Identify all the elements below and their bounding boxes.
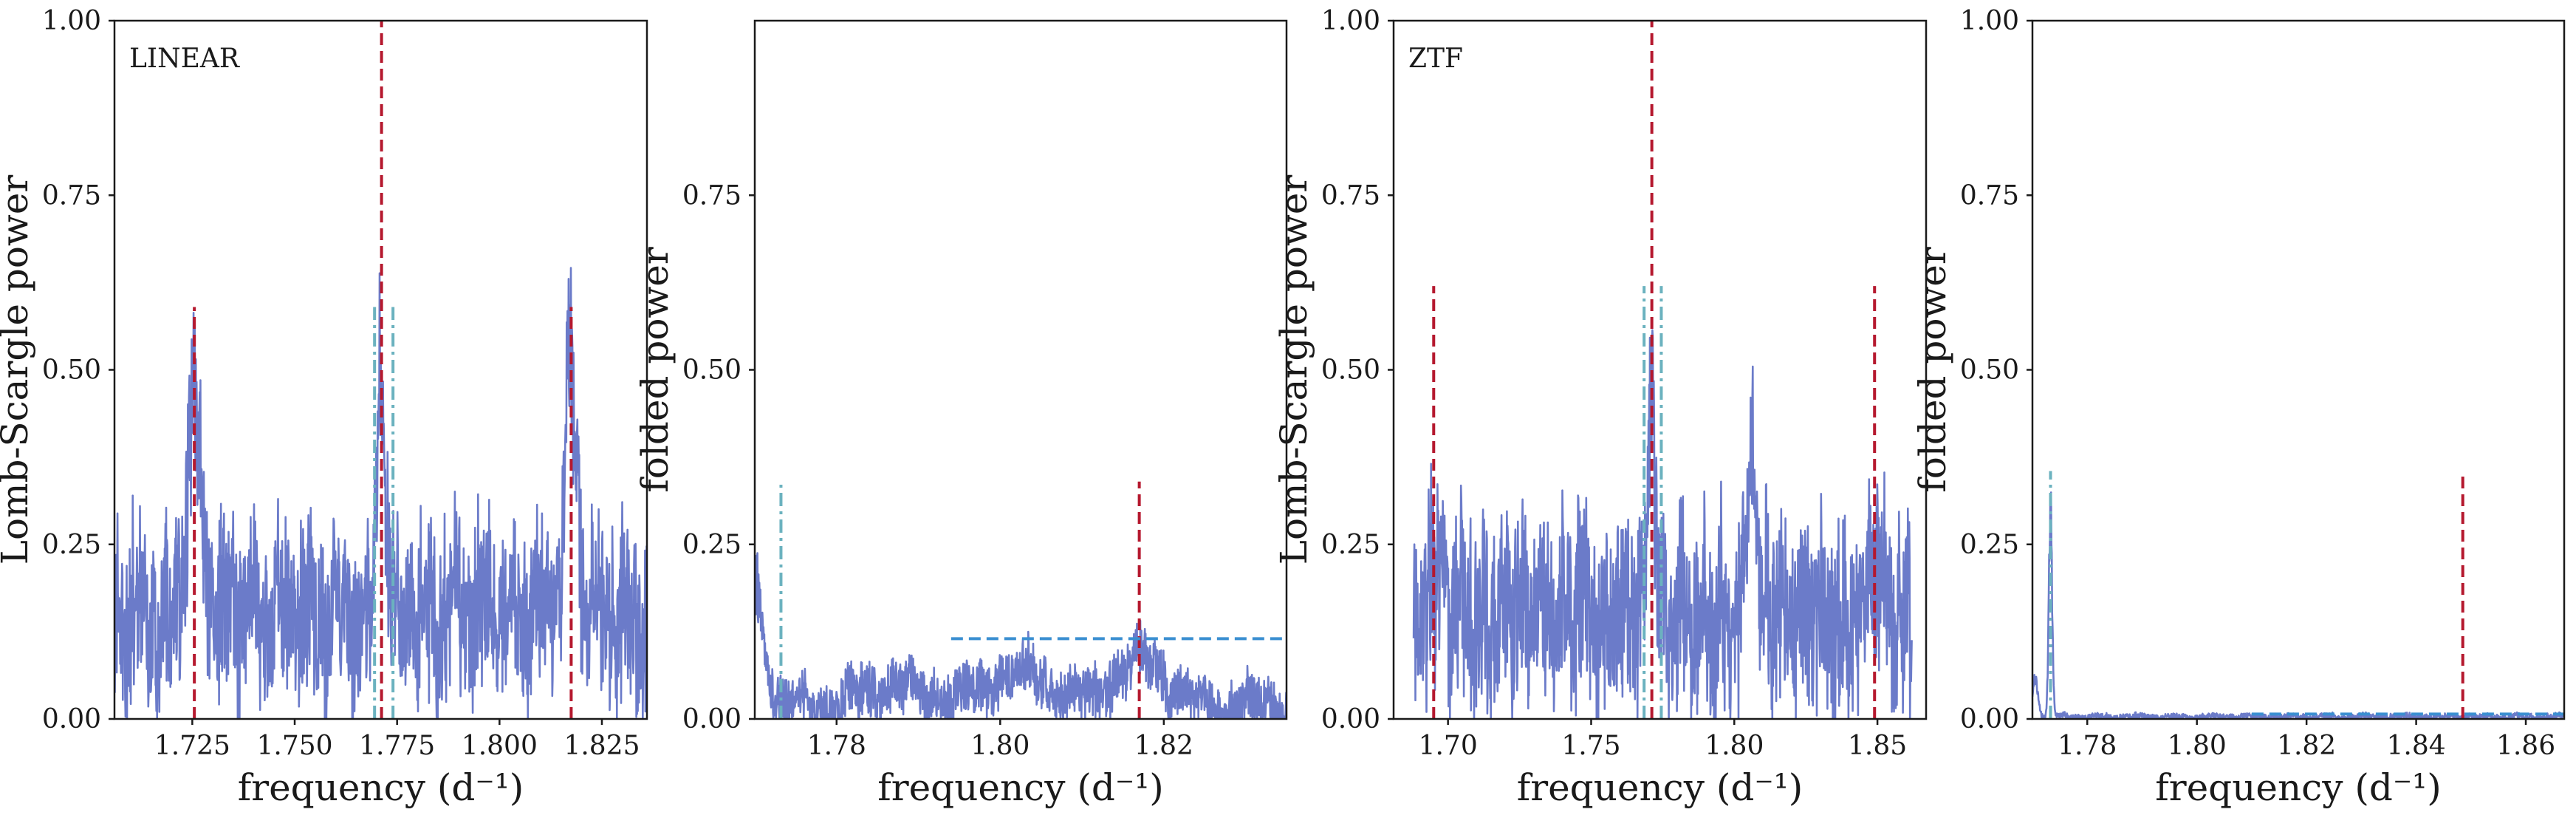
y-tick-label: 0.00 <box>1960 704 2019 734</box>
x-tick-label: 1.80 <box>1705 731 1764 761</box>
x-axis-label: frequency (d⁻¹) <box>877 766 1164 809</box>
x-tick-label: 1.750 <box>256 731 332 761</box>
y-axis-label: Lomb-Scargle power <box>0 175 36 565</box>
x-tick-label: 1.84 <box>2387 731 2446 761</box>
periodogram-line <box>755 552 1287 719</box>
y-axis-label: folded power <box>634 247 676 493</box>
y-tick-label: 0.75 <box>1321 180 1380 211</box>
panel-1: 1.725 1.750 1.775 1.800 1.825 0.00 0.25 0.50 0.7… <box>0 6 648 809</box>
x-axis-label: frequency (d⁻¹) <box>2155 766 2442 809</box>
x-tick-label: 1.85 <box>1848 731 1907 761</box>
x-tick-label: 1.80 <box>970 731 1030 761</box>
axes-frame <box>2031 19 2566 720</box>
y-tick-label: 0.00 <box>42 704 101 734</box>
y-tick-label: 0.25 <box>682 530 741 560</box>
panel-2: 1.78 1.80 1.82 0.00 0.25 0.50 0.75 frequency (d… <box>634 19 1288 809</box>
y-tick-label: 0.50 <box>682 355 741 386</box>
y-tick-label: 1.00 <box>1960 6 2019 36</box>
panel-tag: ZTF <box>1408 44 1463 74</box>
y-tick-label: 0.75 <box>1960 180 2019 211</box>
x-tick-label: 1.70 <box>1419 731 1478 761</box>
y-axis-label: Lomb-Scargle power <box>1272 175 1315 565</box>
y-tick-label: 0.75 <box>682 180 741 211</box>
panel-4: 1.78 1.80 1.82 1.84 1.86 0.00 0.25 0.50 0.75 1.00… <box>1911 6 2566 809</box>
y-tick-label: 0.25 <box>42 530 101 560</box>
periodogram-line <box>1412 329 1913 719</box>
periodogram-line <box>2032 491 2564 719</box>
y-tick-label: 1.00 <box>1321 6 1380 36</box>
x-tick-label: 1.725 <box>154 731 230 761</box>
x-tick-label: 1.75 <box>1561 731 1620 761</box>
x-tick-label: 1.775 <box>359 731 435 761</box>
y-axis-label: folded power <box>1911 247 1954 493</box>
x-tick-label: 1.86 <box>2496 731 2555 761</box>
y-tick-label: 0.75 <box>42 180 101 211</box>
y-tick-label: 1.00 <box>42 6 101 36</box>
y-tick-label: 0.00 <box>1321 704 1380 734</box>
x-tick-label: 1.825 <box>564 731 640 761</box>
x-axis-label: frequency (d⁻¹) <box>238 766 524 809</box>
x-tick-label: 1.82 <box>2277 731 2336 761</box>
x-axis-label: frequency (d⁻¹) <box>1517 766 1803 809</box>
x-tick-label: 1.82 <box>1134 731 1193 761</box>
y-tick-label: 0.50 <box>1321 355 1380 386</box>
y-tick-label: 0.50 <box>1960 355 2019 386</box>
x-tick-label: 1.800 <box>462 731 538 761</box>
panel-tag: LINEAR <box>129 44 240 74</box>
panel-3: 1.70 1.75 1.80 1.85 0.00 0.25 0.50 0.75 1.00 freq… <box>1272 6 1928 809</box>
axes-frame <box>753 19 1288 720</box>
y-tick-label: 0.25 <box>1960 530 2019 560</box>
y-tick-label: 0.50 <box>42 355 101 386</box>
y-tick-label: 0.25 <box>1321 530 1380 560</box>
y-tick-label: 0.00 <box>682 704 741 734</box>
x-tick-label: 1.80 <box>2168 731 2227 761</box>
x-tick-label: 1.78 <box>807 731 866 761</box>
x-tick-label: 1.78 <box>2058 731 2117 761</box>
